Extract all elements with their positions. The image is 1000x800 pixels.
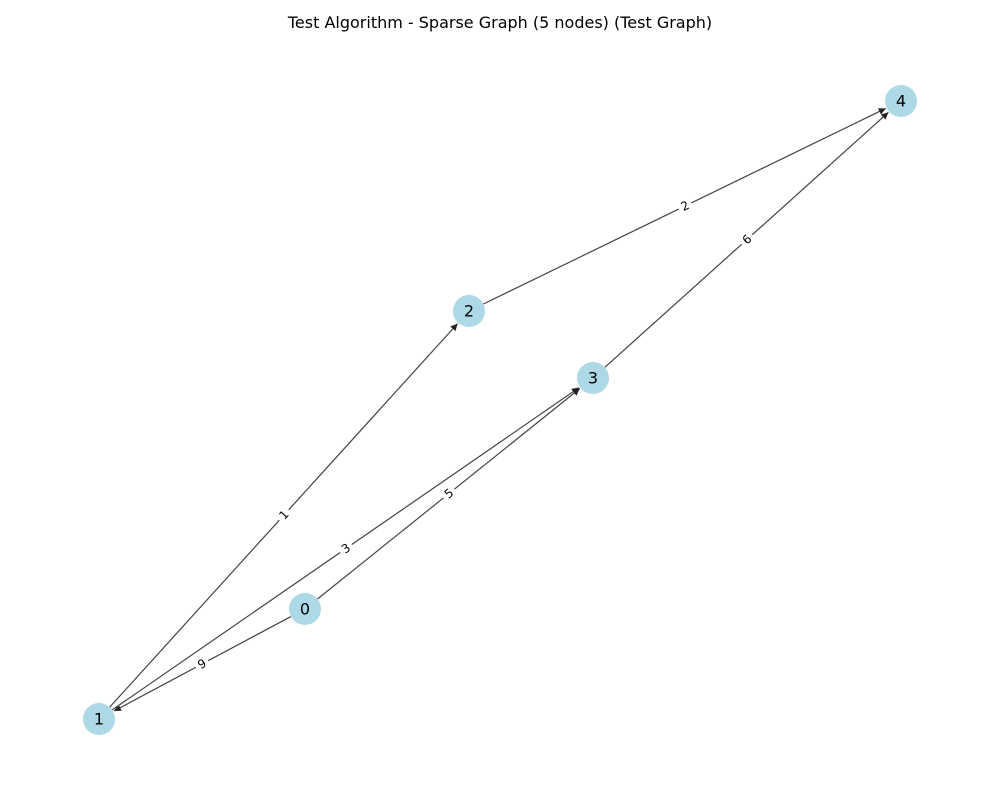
edge-label-2-4: 2 [675, 195, 695, 217]
node-label: 3 [588, 369, 598, 388]
edge-labels-layer: 9 5 1 3 2 6 [192, 195, 758, 675]
node-2: 2 [453, 295, 485, 327]
edge-label-background [192, 653, 212, 675]
edge-label-background [335, 537, 357, 560]
node-circle [577, 362, 609, 394]
edge-label-0-1: 9 [192, 653, 212, 675]
edge-label-background [438, 482, 460, 505]
edge-label-3-4: 6 [736, 228, 758, 251]
node-circle [885, 85, 917, 117]
graph-title: Test Algorithm - Sparse Graph (5 nodes) … [287, 13, 713, 32]
node-circle [83, 703, 115, 735]
edge-label-1-2: 1 [273, 504, 295, 526]
node-label: 1 [94, 710, 104, 729]
node-4: 4 [885, 85, 917, 117]
nodes-layer: 0 1 2 3 4 [83, 85, 917, 735]
edge-label-1-3: 3 [335, 537, 357, 560]
node-circle [453, 295, 485, 327]
edges-layer [109, 107, 889, 712]
node-label: 0 [300, 600, 310, 619]
edge-label-background [675, 195, 695, 217]
node-0: 0 [289, 593, 321, 625]
edge-label-background [736, 228, 758, 251]
node-circle [289, 593, 321, 625]
node-label: 4 [896, 92, 906, 111]
node-3: 3 [577, 362, 609, 394]
node-1: 1 [83, 703, 115, 735]
edge-label-background [273, 504, 295, 526]
node-label: 2 [464, 302, 474, 321]
edge-label-0-3: 5 [438, 482, 460, 505]
